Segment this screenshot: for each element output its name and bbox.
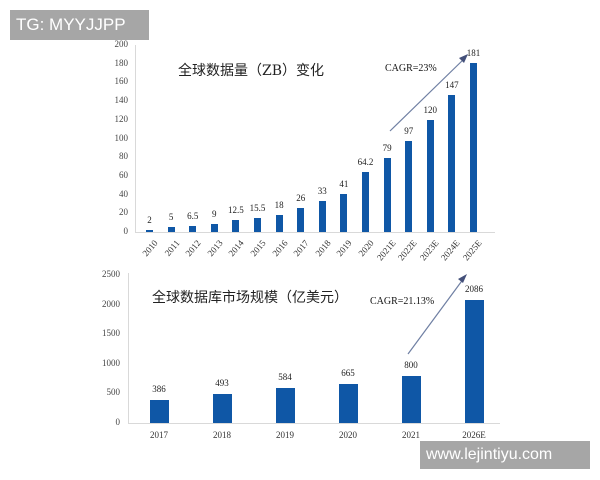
bar [426, 119, 434, 232]
data-label: 9 [212, 208, 217, 219]
bar [146, 230, 153, 232]
data-label: 79 [382, 143, 392, 154]
watermark-bottom-right: www.lejintiyu.com [420, 441, 590, 469]
bar [448, 94, 456, 232]
y-tick-label: 1000 [102, 357, 120, 368]
data-label: 97 [404, 126, 414, 137]
bar [167, 227, 175, 232]
bar [362, 171, 369, 232]
bar [383, 158, 391, 232]
data-label: 800 [404, 359, 418, 370]
x-tick-label: 2026E [462, 430, 486, 440]
data-label: 41 [339, 178, 349, 189]
x-tick-label: 2017 [150, 430, 168, 440]
y-tick-label: 1500 [102, 328, 120, 339]
x-tick-label: 2019 [276, 430, 294, 440]
top-cagr-arrow-icon [389, 54, 468, 132]
y-tick-label: 100 [114, 132, 129, 143]
data-label: 18 [274, 200, 284, 211]
y-tick-label: 60 [119, 169, 128, 180]
bar [405, 141, 413, 232]
data-label: 2086 [465, 283, 483, 294]
y-tick-label: 40 [119, 188, 128, 199]
bar [254, 217, 261, 232]
bar [470, 62, 477, 232]
y-tick-label: 140 [114, 95, 129, 106]
y-tick-label: 200 [114, 39, 129, 49]
top-x-axis-line [135, 232, 495, 233]
y-tick-label: 0 [123, 226, 129, 236]
bar [275, 215, 283, 232]
data-label: 386 [152, 384, 166, 395]
watermark-top-left: TG: MYYJJPP [10, 10, 149, 40]
y-tick-label: 160 [114, 76, 129, 87]
bar [189, 225, 197, 232]
y-tick-label: 120 [114, 113, 129, 124]
bar [297, 207, 305, 232]
bar [340, 193, 348, 232]
bar [149, 400, 169, 423]
data-label: 15.5 [249, 202, 266, 213]
bar [232, 220, 240, 232]
y-tick-label: 80 [119, 151, 128, 162]
data-label: 26 [296, 192, 306, 203]
y-tick-label: 0 [115, 417, 121, 427]
bar [318, 201, 326, 232]
y-tick-label: 500 [106, 387, 121, 398]
y-tick-label: 180 [114, 57, 129, 68]
top-chart: 全球数据量（ZB）变化 CAGR=23% 200 180 160 140 120 100 8… [114, 39, 495, 262]
data-label: 12.5 [228, 205, 244, 216]
top-chart-cagr: CAGR=23% [385, 63, 437, 74]
top-y-axis-line [135, 45, 136, 233]
bottom-x-axis-line [128, 423, 500, 424]
data-label: 181 [466, 47, 481, 58]
data-label: 5 [168, 212, 174, 223]
data-label: 64.2 [357, 156, 374, 167]
y-tick-label: 2000 [102, 298, 120, 309]
y-tick-label: 20 [119, 207, 128, 218]
bar [212, 393, 232, 423]
data-label: 120 [423, 104, 438, 115]
bottom-chart-cagr: CAGR=21.13% [370, 296, 435, 307]
x-tick-label: 2018 [213, 430, 231, 440]
x-tick-label: 2021 [402, 430, 420, 440]
x-tick-label: 2020 [339, 430, 357, 440]
bar [275, 388, 295, 423]
bar [338, 383, 358, 423]
data-label: 2 [147, 215, 152, 226]
data-label: 33 [317, 186, 327, 197]
data-label: 665 [341, 367, 355, 378]
top-chart-title: 全球数据量（ZB）变化 [178, 63, 325, 79]
data-label: 6.5 [187, 210, 199, 221]
bar [464, 299, 484, 423]
bottom-chart-title: 全球数据库市场规模（亿美元） [152, 290, 348, 306]
bar [401, 375, 421, 423]
data-label: 584 [278, 372, 292, 383]
data-label: 493 [215, 377, 229, 388]
y-tick-label: 2500 [102, 269, 120, 279]
bottom-y-axis-line [128, 273, 129, 424]
bar [210, 223, 218, 232]
data-label: 147 [445, 79, 459, 90]
